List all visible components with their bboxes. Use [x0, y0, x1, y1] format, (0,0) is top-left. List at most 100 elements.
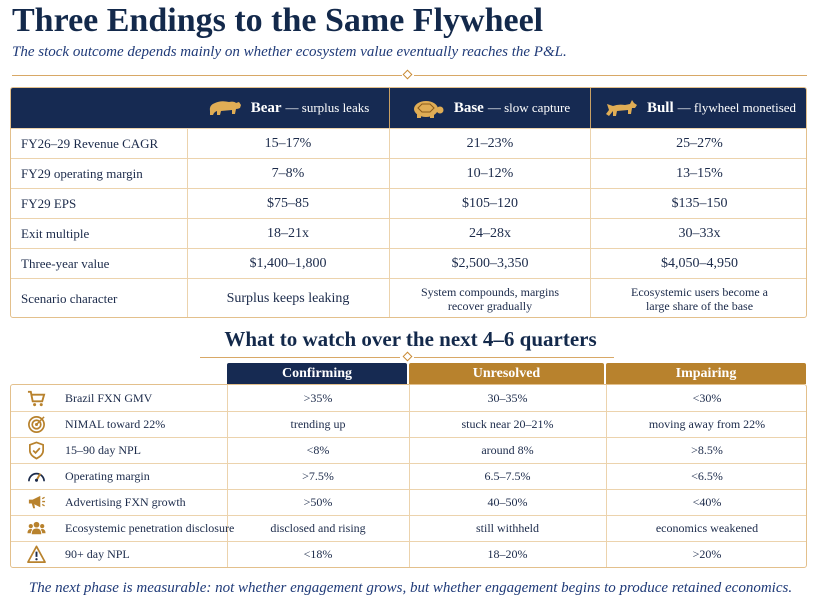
cell-separator [590, 279, 591, 317]
unresolved-value: 40–50% [487, 495, 528, 509]
gauge-icon [27, 467, 46, 486]
watch-title: What to watch over the next 4–6 quarters [224, 327, 597, 351]
bull-value: 25–27% [676, 135, 723, 151]
target-icon [27, 415, 46, 434]
table-row: Brazil FXN GMV >35% 30–35% <30% [11, 386, 806, 411]
scenario-desc-bear: — surplus leaks [285, 100, 370, 115]
cell-separator [590, 219, 591, 248]
row-separator [11, 463, 806, 464]
watch-row-label: Operating margin [65, 469, 150, 483]
table-row: NIMAL toward 22% trending up stuck near … [11, 412, 806, 437]
unresolved-value: 6.5–7.5% [484, 469, 531, 483]
cell-separator [187, 249, 188, 278]
scenario-table: Bear — surplus leaks Base — slow capture [10, 87, 807, 318]
scenario-name-base: Base [453, 99, 484, 116]
cell-separator [389, 129, 390, 158]
watch-row-label: 90+ day NPL [65, 547, 130, 561]
unresolved-value: 30–35% [487, 391, 528, 405]
watch-header-impairing: Impairing [606, 363, 806, 384]
row-separator [11, 489, 806, 490]
base-value: $2,500–3,350 [451, 255, 529, 271]
impairing-value: economics weakened [655, 521, 759, 535]
table-row: FY26–29 Revenue CAGR 15–17% 21–23% 25–27… [11, 128, 806, 158]
bear-value: 15–17% [264, 135, 312, 151]
bear-icon [207, 96, 243, 120]
impairing-value: <30% [692, 391, 722, 405]
base-value: 21–23% [466, 135, 514, 151]
unresolved-value: 18–20% [487, 547, 528, 561]
bear-value: 18–21x [267, 225, 309, 241]
top-divider-left [12, 75, 402, 76]
cell-separator [187, 279, 188, 317]
watch-header-unresolved: Unresolved [409, 363, 604, 384]
watch-row-label: Advertising FXN growth [65, 495, 186, 509]
scenario-table-header: Bear — surplus leaks Base — slow capture [11, 88, 806, 128]
watch-header-confirming: Confirming [227, 363, 407, 384]
row-label: FY26–29 Revenue CAGR [21, 135, 159, 151]
cell-separator [590, 189, 591, 218]
unresolved-value: around 8% [481, 443, 534, 457]
impairing-value: >8.5% [691, 443, 723, 457]
table-row: Exit multiple 18–21x 24–28x 30–33x [11, 218, 806, 248]
cell-separator [187, 129, 188, 158]
table-row: FY29 EPS $75–85 $105–120 $135–150 [11, 188, 806, 218]
shield-check-icon [27, 441, 46, 460]
confirming-value: disclosed and rising [270, 521, 366, 535]
row-label: FY29 EPS [21, 195, 77, 211]
confirming-value: >50% [303, 495, 333, 509]
column-separator [409, 385, 410, 567]
row-label: Exit multiple [21, 225, 90, 241]
footer-note: The next phase is measurable: not whethe… [28, 580, 793, 596]
watch-row-label: Ecosystemic penetration disclosure [65, 521, 235, 535]
cell-separator [389, 219, 390, 248]
table-row: Scenario character Surplus keeps leaking… [11, 278, 806, 317]
row-label: Three-year value [21, 255, 110, 271]
scenario-name-bear: Bear [250, 99, 282, 116]
row-separator [11, 411, 806, 412]
base-value: 10–12% [466, 165, 514, 181]
scenario-header-base: Base — slow capture [390, 88, 590, 128]
page-subtitle: The stock outcome depends mainly on whet… [12, 44, 567, 60]
impairing-value: <6.5% [691, 469, 723, 483]
confirming-value: >7.5% [302, 469, 334, 483]
table-row: Ecosystemic penetration disclosure discl… [11, 516, 806, 541]
watch-row-label: Brazil FXN GMV [65, 391, 153, 405]
row-separator [11, 515, 806, 516]
bull-value: $135–150 [671, 195, 728, 211]
column-separator [227, 385, 228, 567]
bear-value: 7–8% [271, 165, 305, 181]
table-row: FY29 operating margin 7–8% 10–12% 13–15% [11, 158, 806, 188]
base-value: System compounds, margins recover gradua… [420, 285, 560, 313]
impairing-value: <40% [692, 495, 722, 509]
base-value: $105–120 [462, 195, 518, 211]
unresolved-value: stuck near 20–21% [461, 417, 554, 431]
cell-separator [187, 189, 188, 218]
megaphone-icon [27, 493, 46, 512]
column-separator [606, 385, 607, 567]
confirming-value: <8% [306, 443, 330, 457]
header-separator [590, 88, 591, 128]
bull-value: $4,050–4,950 [661, 255, 738, 271]
scenario-desc-base: — slow capture [487, 100, 571, 115]
top-divider-diamond [402, 69, 413, 80]
confirming-value: >35% [303, 391, 333, 405]
row-label: FY29 operating margin [21, 165, 143, 181]
bull-value: 30–33x [678, 225, 721, 241]
table-row: Operating margin >7.5% 6.5–7.5% <6.5% [11, 464, 806, 489]
row-separator [11, 541, 806, 542]
scenario-header-bear: Bear — surplus leaks [187, 88, 389, 128]
watch-table: Brazil FXN GMV >35% 30–35% <30% NIMAL to… [10, 384, 807, 568]
impairing-value: >20% [692, 547, 722, 561]
watch-row-label: NIMAL toward 22% [65, 417, 166, 431]
row-label: Scenario character [21, 291, 118, 306]
cell-separator [590, 159, 591, 188]
top-divider-right [414, 75, 807, 76]
watch-row-label: 15–90 day NPL [65, 443, 141, 457]
warning-icon [27, 545, 46, 564]
table-row: 15–90 day NPL <8% around 8% >8.5% [11, 438, 806, 463]
table-row: 90+ day NPL <18% 18–20% >20% [11, 542, 806, 567]
cell-separator [389, 189, 390, 218]
cell-separator [187, 219, 188, 248]
confirming-value: <18% [303, 547, 333, 561]
bear-value: $75–85 [267, 195, 309, 211]
